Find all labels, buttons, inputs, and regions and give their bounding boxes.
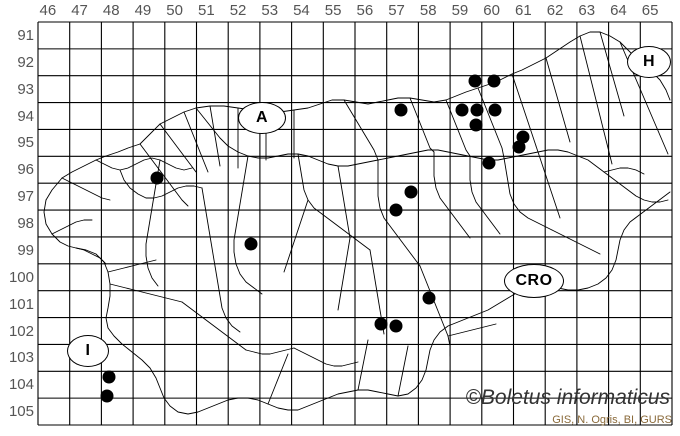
column-label-54: 54 [293, 2, 310, 19]
country-code-label: H [642, 53, 656, 70]
column-label-46: 46 [39, 2, 57, 19]
column-label-61: 61 [515, 2, 532, 19]
row-label-103: 103 [8, 349, 34, 367]
occurrence-dot [389, 203, 403, 217]
country-code-label: A [255, 109, 269, 126]
row-label-104: 104 [8, 376, 34, 394]
occurrence-dot [455, 103, 469, 117]
occurrence-dot [102, 370, 116, 384]
occurrence-dot [389, 319, 403, 333]
occurrence-dot [470, 103, 484, 117]
attribution-text: GIS, N. Ogris, BI, GURS [552, 414, 672, 426]
occurrence-dot [488, 103, 502, 117]
row-label-95: 95 [17, 134, 34, 152]
column-label-58: 58 [419, 2, 437, 19]
row-label-98: 98 [17, 215, 34, 233]
country-badge-h: H [627, 46, 671, 78]
occurrence-dot [394, 103, 408, 117]
occurrence-dot [469, 118, 483, 132]
occurrence-dot [150, 171, 164, 185]
row-label-100: 100 [8, 268, 34, 286]
row-label-99: 99 [17, 241, 34, 259]
column-label-65: 65 [641, 2, 659, 19]
occurrence-dot [516, 130, 530, 144]
row-label-102: 102 [8, 322, 34, 340]
column-label-49: 49 [134, 2, 152, 19]
occurrence-dot [374, 317, 388, 331]
ellipse-outline-icon [238, 102, 286, 134]
column-label-51: 51 [198, 2, 215, 19]
ellipse-outline-icon [627, 46, 671, 78]
column-label-57: 57 [388, 2, 405, 19]
country-badge-i: I [67, 335, 109, 367]
row-label-97: 97 [17, 188, 34, 206]
column-label-48: 48 [102, 2, 120, 19]
column-label-63: 63 [578, 2, 596, 19]
occurrence-dot [100, 389, 114, 403]
column-label-60: 60 [483, 2, 500, 19]
row-label-91: 91 [17, 27, 34, 44]
column-label-52: 52 [229, 2, 247, 19]
column-label-50: 50 [166, 2, 183, 19]
occurrence-dot [482, 156, 496, 170]
column-label-56: 56 [356, 2, 374, 19]
occurrence-dot [404, 185, 418, 199]
ellipse-outline-icon [67, 335, 109, 367]
column-label-47: 47 [71, 2, 88, 19]
column-label-55: 55 [324, 2, 342, 19]
row-label-92: 92 [17, 53, 34, 71]
column-label-64: 64 [610, 2, 627, 19]
column-label-53: 53 [261, 2, 279, 19]
column-label-59: 59 [451, 2, 469, 19]
row-label-105: 105 [8, 403, 34, 421]
row-label-93: 93 [17, 80, 34, 98]
row-label-96: 96 [17, 161, 34, 179]
country-badge-cro: CRO [504, 264, 564, 298]
row-label-94: 94 [17, 107, 34, 125]
occurrence-dot [422, 291, 436, 305]
copyright-text: ©Boletus informaticus [465, 386, 670, 409]
occurrence-dot [468, 74, 482, 88]
ellipse-outline-icon [504, 264, 564, 298]
occurrence-dot [244, 237, 258, 251]
row-label-101: 101 [8, 295, 34, 313]
country-code-label: CRO [515, 272, 553, 289]
country-badge-a: A [238, 102, 286, 134]
column-label-62: 62 [546, 2, 564, 19]
occurrence-dot [487, 74, 501, 88]
occurrence-dot [512, 140, 526, 154]
country-code-label: I [85, 342, 91, 359]
